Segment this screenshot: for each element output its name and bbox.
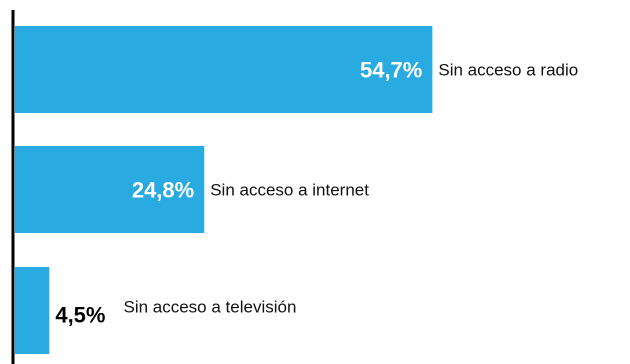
bar: [15, 26, 433, 113]
bar-category-label: Sin acceso a radio: [438, 61, 578, 80]
bars-group: 54,7% Sin acceso a radio 24,8% Sin acceso a…: [15, 26, 578, 354]
bar: [15, 267, 50, 354]
bar-value-label: 24,8%: [132, 178, 194, 203]
bar-category-label: Sin acceso a internet: [210, 181, 369, 200]
bar-value-label: 4,5%: [55, 303, 105, 328]
bar-value-label: 54,7%: [360, 58, 422, 83]
bar: [15, 146, 205, 233]
bar-category-label: Sin acceso a televisión: [123, 298, 296, 317]
